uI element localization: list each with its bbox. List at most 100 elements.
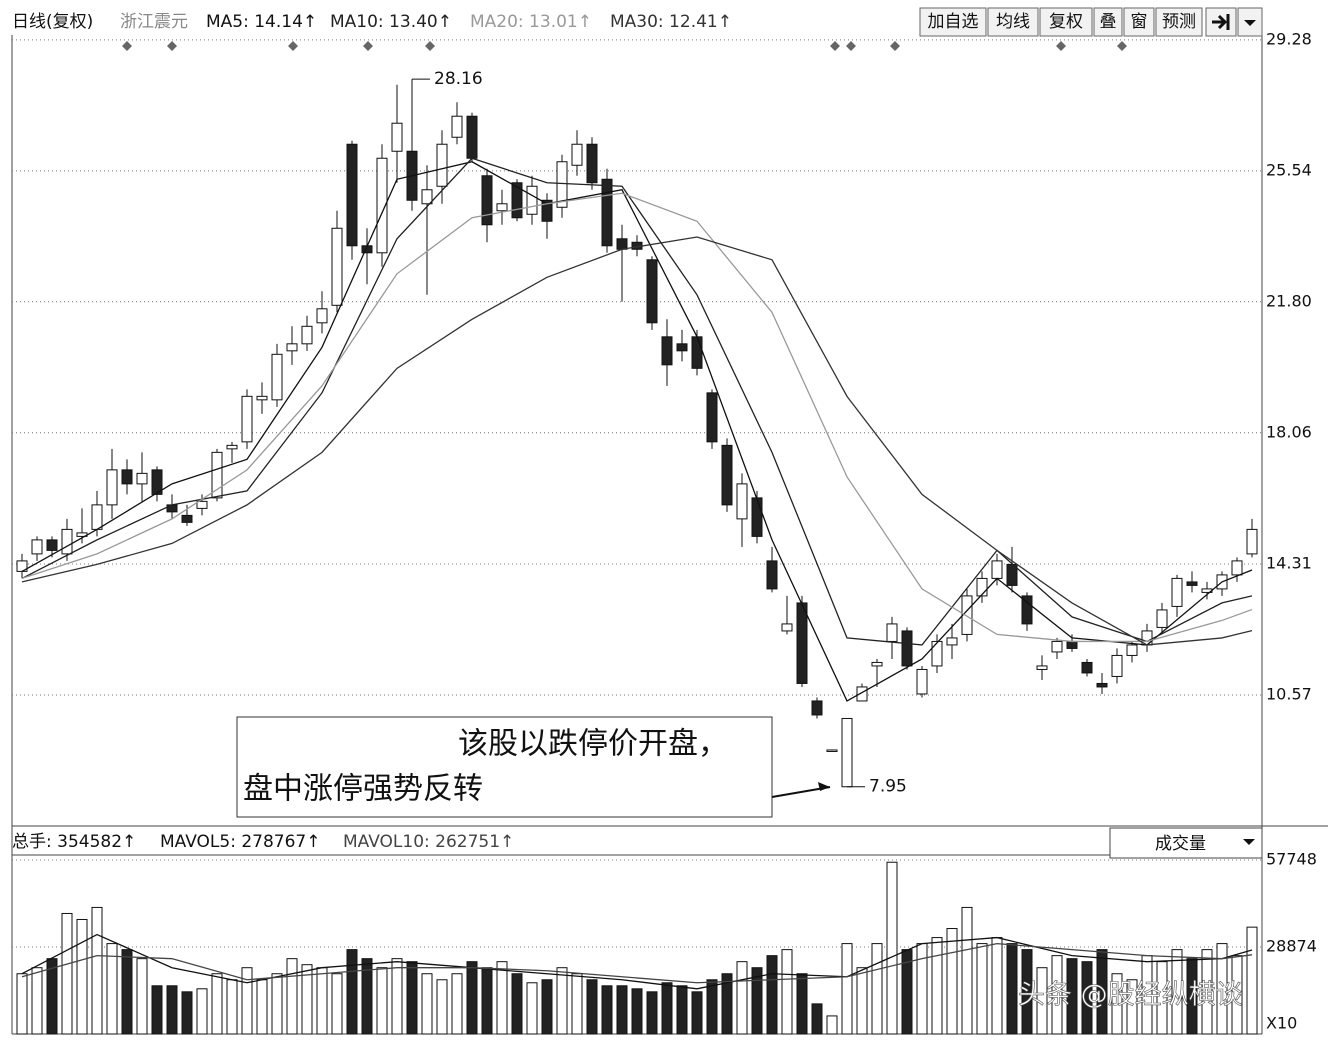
y-tick-label: 21.80 — [1266, 291, 1312, 310]
candle-body — [1171, 577, 1183, 607]
candle-body — [736, 483, 748, 520]
y-tick-label: 29.28 — [1266, 29, 1312, 48]
button-label[interactable]: 加自选 — [928, 12, 979, 32]
candle-body — [121, 469, 133, 485]
toolbar-extra[interactable] — [1205, 7, 1263, 37]
selector-label[interactable]: 成交量 — [1155, 834, 1206, 854]
button-frame[interactable] — [919, 7, 987, 37]
candle-body — [256, 395, 268, 401]
annotation-arrowhead — [818, 782, 830, 791]
candle-body — [721, 444, 733, 506]
volume-bar — [526, 982, 538, 1035]
candle-body — [601, 178, 613, 247]
volume-bar — [616, 985, 628, 1035]
volume-bar — [421, 973, 433, 1035]
volume-bar — [706, 979, 718, 1035]
volume-bar — [151, 985, 163, 1035]
volume-bar — [826, 1015, 838, 1035]
button-label[interactable]: 复权 — [1049, 12, 1083, 32]
button-frame[interactable] — [1093, 7, 1123, 37]
candle-body — [1156, 609, 1168, 628]
candle-body — [991, 560, 1003, 579]
candle-body — [1231, 560, 1243, 576]
volume-bar — [931, 937, 943, 1035]
volume-bar — [166, 985, 178, 1035]
volume-bar — [766, 955, 778, 1035]
ma-line — [21, 157, 1253, 646]
candle-body — [1021, 595, 1033, 625]
candle-body — [301, 325, 313, 345]
dropdown-icon — [1244, 20, 1256, 26]
volume-bar — [691, 991, 703, 1035]
candle-body — [106, 469, 118, 506]
volume-bar — [226, 979, 238, 1035]
legend-entry: MA5: 14.14↑ — [206, 12, 317, 32]
candle-body — [571, 143, 583, 166]
candle-body — [346, 143, 358, 247]
button-label[interactable]: 均线 — [996, 12, 1030, 32]
candle-body — [316, 308, 328, 324]
volume-bar — [76, 918, 88, 1035]
volume-unit: X10 — [1266, 1014, 1297, 1033]
volume-bar — [271, 973, 283, 1035]
button-frame[interactable] — [1155, 7, 1203, 37]
volume-bar — [406, 961, 418, 1035]
volume-bar — [751, 967, 763, 1035]
y-tick-label: 25.54 — [1266, 160, 1312, 179]
y-tick-label: 14.31 — [1266, 554, 1312, 573]
volume-bar — [121, 949, 133, 1035]
volume-bar — [676, 985, 688, 1035]
button-label[interactable]: 预测 — [1162, 12, 1196, 32]
volume-bar — [1036, 967, 1048, 1035]
volume-bar — [991, 937, 1003, 1035]
indicator-selector[interactable] — [1109, 827, 1263, 859]
watermark: 头条 @股经纵横谈 — [1018, 980, 1243, 1011]
volume-bar — [106, 943, 118, 1035]
candle-body — [706, 392, 718, 443]
legend-entry: MAVOL5: 278767↑ — [160, 832, 320, 852]
volume-bar — [976, 943, 988, 1035]
volume-bar — [1186, 958, 1198, 1035]
button-frame[interactable] — [1039, 7, 1093, 37]
candle-body — [616, 238, 628, 250]
candle-body — [496, 203, 508, 212]
volume-bar — [301, 964, 313, 1035]
candle-body — [526, 185, 538, 215]
ma-line — [21, 236, 1253, 646]
volume-bar — [736, 961, 748, 1035]
candle-body — [886, 623, 898, 642]
candle-body — [136, 472, 148, 485]
candle-body — [1126, 644, 1138, 656]
chart-title: 日线(复权) — [12, 12, 93, 32]
candle-body — [436, 143, 448, 187]
candle-body — [871, 661, 883, 667]
candle-body — [1066, 640, 1078, 649]
legend-entry: MAVOL10: 262751↑ — [343, 832, 514, 852]
candle-body — [901, 630, 913, 667]
nav-icon — [1212, 14, 1230, 30]
volume-bar — [181, 991, 193, 1035]
button-label[interactable]: 窗 — [1131, 12, 1148, 32]
candle-body — [391, 122, 403, 152]
candle-body — [1246, 528, 1258, 555]
volume-bar — [211, 973, 223, 1035]
candle-body — [466, 115, 478, 159]
candle-body — [61, 528, 73, 555]
volume-bar — [1081, 961, 1093, 1035]
volume-bar — [556, 967, 568, 1035]
volume-bar — [571, 973, 583, 1035]
volume-bar — [961, 906, 973, 1035]
legend-entry: MA30: 12.41↑ — [610, 12, 732, 32]
volume-bar — [256, 979, 268, 1035]
y-tick-label: 18.06 — [1266, 422, 1312, 441]
button-frame[interactable] — [987, 7, 1039, 37]
volume-bar — [1006, 943, 1018, 1035]
candle-body — [541, 199, 553, 222]
volume-bar — [346, 949, 358, 1035]
candle-body — [451, 115, 463, 138]
volume-bar — [436, 979, 448, 1035]
button-label[interactable]: 叠 — [1100, 12, 1117, 32]
volume-bar — [511, 973, 523, 1035]
button-frame[interactable] — [1123, 7, 1155, 37]
